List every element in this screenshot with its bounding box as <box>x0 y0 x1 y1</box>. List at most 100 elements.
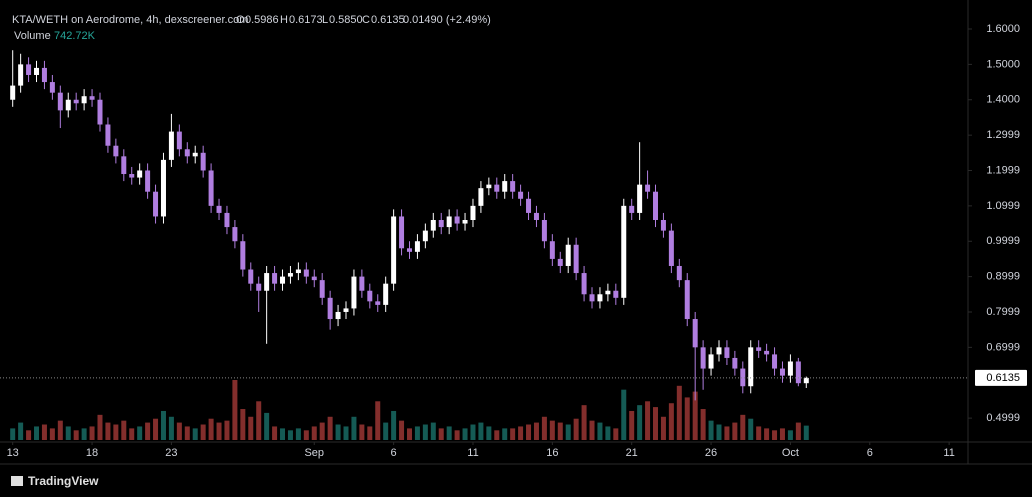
volume-bar <box>549 420 555 440</box>
candle-body <box>494 184 500 192</box>
volume-bar <box>184 426 190 440</box>
candle-body <box>272 273 278 284</box>
volume-bar <box>406 428 412 440</box>
volume-bar <box>129 428 135 440</box>
candle-body <box>502 181 508 192</box>
volume-bar <box>224 420 230 440</box>
volume-bar <box>454 430 460 440</box>
volume-bar <box>168 416 174 440</box>
candle-body <box>549 241 555 259</box>
volume-bar <box>795 422 801 440</box>
volume-bar <box>660 416 666 440</box>
volume-bar <box>526 424 532 440</box>
candle-body <box>343 308 349 312</box>
volume-bar <box>311 426 317 440</box>
candle-body <box>41 67 47 83</box>
candle-body <box>192 152 198 157</box>
ohlc-value: 0.5850 <box>329 14 363 26</box>
volume-bar <box>803 425 809 440</box>
candle-body <box>510 181 516 192</box>
volume-bar <box>708 420 714 440</box>
candle-body <box>399 216 405 249</box>
x-tick-label: 11 <box>467 447 478 459</box>
candle-body <box>383 283 389 305</box>
candle-body <box>10 85 16 100</box>
candle-body <box>359 276 365 291</box>
candle-body <box>454 216 460 224</box>
volume-bar <box>216 422 222 440</box>
candle-body <box>533 212 539 220</box>
y-tick-label: 0.9999 <box>986 235 1020 247</box>
volume-bar <box>121 420 127 440</box>
volume-bar <box>295 428 301 440</box>
volume-bar <box>105 422 111 440</box>
volume-bar <box>18 422 24 440</box>
y-tick-label: 1.6000 <box>986 23 1020 35</box>
candle-body <box>660 220 666 231</box>
volume-bar <box>303 430 309 440</box>
candle-body <box>486 184 492 189</box>
volume-bar <box>319 422 325 440</box>
y-tick-label: 1.4000 <box>986 94 1020 106</box>
candle-body <box>470 205 476 220</box>
volume-bar <box>34 426 40 440</box>
candle-body <box>256 283 262 291</box>
candle-body <box>129 174 135 178</box>
y-tick-label: 0.6999 <box>986 341 1020 353</box>
candle-body <box>446 216 452 228</box>
candle-body <box>605 290 611 295</box>
candle-body <box>73 99 79 104</box>
candle-body <box>803 377 809 384</box>
volume-bar <box>494 430 500 440</box>
x-tick-label: 6 <box>867 447 873 459</box>
volume-bar <box>287 430 293 440</box>
volume-bar <box>605 426 611 440</box>
volume-bar <box>160 410 166 440</box>
x-tick-label: 26 <box>705 447 717 459</box>
candle-body <box>232 227 238 242</box>
candle-body <box>57 92 63 111</box>
volume-bar <box>756 426 762 440</box>
candle-body <box>613 290 619 298</box>
candle-body <box>581 273 587 295</box>
candle-body <box>692 319 698 348</box>
volume-bar <box>10 428 16 440</box>
volume-bar <box>335 424 341 440</box>
y-tick-label: 1.2999 <box>986 129 1020 141</box>
volume-bar <box>113 424 119 440</box>
ohlc-key: O <box>236 14 245 26</box>
volume-bar <box>41 424 47 440</box>
x-tick-label: 23 <box>165 447 177 459</box>
candle-body <box>327 297 333 320</box>
footer: TradingView <box>11 474 99 488</box>
ohlc-key: H <box>280 14 288 26</box>
candle-body <box>629 205 635 213</box>
brand-logo <box>11 476 23 486</box>
volume-bar <box>232 380 238 440</box>
candle-body <box>160 159 166 217</box>
candle-body <box>18 64 24 86</box>
y-tick-label: 1.0999 <box>986 200 1020 212</box>
y-tick-label: 0.8999 <box>986 271 1020 283</box>
x-tick-label: 13 <box>7 447 19 459</box>
volume-bar <box>502 428 508 440</box>
volume-bar <box>748 418 754 440</box>
volume-key: Volume <box>14 30 51 42</box>
ohlc-value: 0.5986 <box>245 14 279 26</box>
volume-value: 742.72K <box>54 30 96 42</box>
volume-bar <box>716 424 722 440</box>
candle-body <box>81 96 87 104</box>
candle-body <box>184 149 190 157</box>
candle-body <box>526 198 532 213</box>
candle-body <box>280 276 286 284</box>
candle-body <box>295 269 301 274</box>
header: KTA/WETH on Aerodrome, 4h, dexscreener.c… <box>12 14 491 42</box>
volume-bar <box>280 428 286 440</box>
candle-body <box>414 241 420 252</box>
ohlc-key: C <box>362 14 370 26</box>
volume-bar <box>256 401 262 440</box>
volume-bar <box>57 420 63 440</box>
y-tick-label: 1.1999 <box>986 164 1020 176</box>
